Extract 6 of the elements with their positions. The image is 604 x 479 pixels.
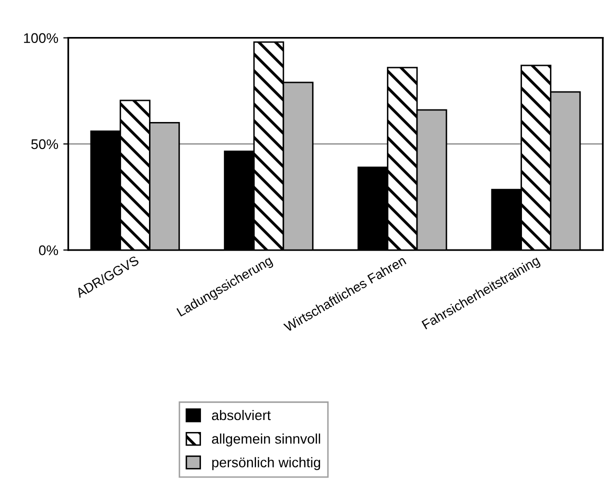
legend-label: persönlich wichtig — [212, 457, 320, 470]
y-tick-label: 0% — [39, 245, 58, 256]
y-tick-label: 100% — [24, 33, 58, 44]
legend-label: allgemein sinnvoll — [212, 434, 320, 446]
y-tick-label: 50% — [31, 139, 58, 150]
legend-label: absolviert — [212, 410, 271, 420]
